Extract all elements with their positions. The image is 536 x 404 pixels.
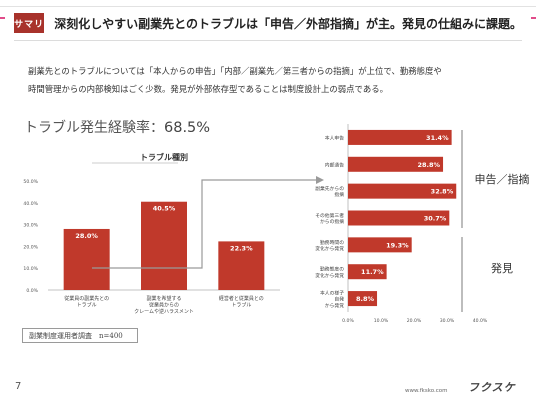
- x-tick-label: 0.0%: [342, 318, 354, 324]
- bar: [141, 201, 187, 290]
- accent-mark-right: [531, 17, 536, 19]
- category-label: から発覚: [325, 302, 344, 309]
- category-label: 変化から発覚: [315, 272, 344, 279]
- summary-text-line: 時間管理からの内部検知はごく少数。発見が外部依存型であることは制度設計上の弱点で…: [28, 84, 388, 94]
- page-number: 7: [15, 381, 22, 392]
- survey-note: 副業制度運用者調査 n=400: [22, 328, 138, 343]
- bar: [63, 228, 110, 290]
- bar: [348, 264, 387, 280]
- bar: [348, 291, 378, 307]
- category-label: トラブル: [77, 301, 97, 308]
- x-tick-label: 40.0%: [473, 318, 488, 324]
- bar: [348, 210, 450, 226]
- category-label: からの指摘: [320, 218, 344, 225]
- data-label: 11.7%: [361, 268, 384, 276]
- data-label: 30.7%: [424, 215, 447, 223]
- category-label: 副業先からの: [315, 185, 344, 192]
- y-tick-label: 40.0%: [23, 201, 38, 207]
- chart-title: トラブル種別: [140, 152, 188, 162]
- group-label: 発見: [491, 261, 513, 275]
- category-label: 勤務態度の: [320, 266, 344, 273]
- category-label: 従業員からの: [149, 301, 179, 308]
- arrow-head: [316, 176, 324, 184]
- category-label: 経営者と従業員との: [219, 295, 264, 302]
- data-label: 19.3%: [386, 241, 409, 249]
- category-label: 内部通告: [325, 161, 344, 168]
- data-label: 8.8%: [356, 295, 375, 303]
- summary-badge: サマリ: [14, 13, 45, 33]
- data-label: 31.4%: [426, 134, 449, 142]
- data-label: 28.0%: [75, 232, 98, 240]
- category-label: クレームや逆ハラスメント: [134, 308, 194, 315]
- y-tick-label: 30.0%: [23, 223, 38, 229]
- header-rule: [14, 40, 522, 41]
- incidence-label: トラブル発生経験率：: [24, 120, 164, 136]
- category-label: 本人申告: [325, 134, 344, 141]
- category-label: 指摘: [334, 191, 344, 198]
- top-rule: [0, 6, 536, 7]
- category-label: 自発: [334, 296, 344, 303]
- bar: [348, 183, 457, 199]
- connector-arrow: [92, 176, 324, 269]
- footer-url: www.fksko.com: [405, 388, 448, 394]
- category-label: トラブル: [231, 301, 251, 308]
- connector-line: [92, 179, 316, 269]
- category-label: 従業員の副業先との: [64, 295, 109, 302]
- category-label: 副業を希望する: [146, 295, 181, 302]
- bar: [218, 241, 265, 290]
- summary-text-line: 副業先とのトラブルについては「本人からの申告」「内部／副業先／第三者からの指摘」…: [28, 66, 442, 76]
- bar: [348, 129, 452, 145]
- accent-mark-left: [0, 17, 5, 19]
- data-label: 28.8%: [417, 161, 440, 169]
- group-label: 申告／指摘: [475, 172, 530, 186]
- category-label: 変化から発覚: [315, 245, 344, 252]
- y-tick-label: 0.0%: [26, 288, 38, 294]
- trouble-type-chart: トラブル種別 0.0% 10.0% 20.0% 30.0% 40.0% 50.0% 28.0%…: [23, 152, 280, 315]
- slide-header: サマリ 深刻化しやすい副業先とのトラブルは「申告／外部指摘」が主。発見の仕組みに…: [14, 12, 522, 34]
- data-label: 32.8%: [431, 188, 454, 196]
- summary-text: 副業先とのトラブルについては「本人からの申告」「内部／副業先／第三者からの指摘」…: [28, 62, 518, 98]
- bar: [348, 156, 444, 172]
- category-label: 本人の様子: [320, 289, 344, 296]
- incidence-value: 68.5%: [164, 120, 211, 136]
- bar: [348, 237, 412, 253]
- incidence-headline: トラブル発生経験率：68.5%: [24, 117, 210, 137]
- data-label: 22.3%: [230, 244, 253, 252]
- category-label: 勤務時間の: [320, 239, 344, 246]
- data-label: 40.5%: [153, 205, 176, 213]
- slide-title: 深刻化しやすい副業先とのトラブルは「申告／外部指摘」が主。発見の仕組みに課題。: [54, 16, 522, 31]
- x-tick-label: 20.0%: [407, 318, 422, 324]
- company-logo: フクスケ: [468, 381, 516, 394]
- y-tick-label: 10.0%: [23, 266, 38, 272]
- x-tick-label: 30.0%: [440, 318, 455, 324]
- y-tick-label: 50.0%: [23, 179, 38, 185]
- category-label: その他第三者: [315, 212, 344, 219]
- x-tick-label: 10.0%: [374, 318, 389, 324]
- y-tick-label: 20.0%: [23, 244, 38, 250]
